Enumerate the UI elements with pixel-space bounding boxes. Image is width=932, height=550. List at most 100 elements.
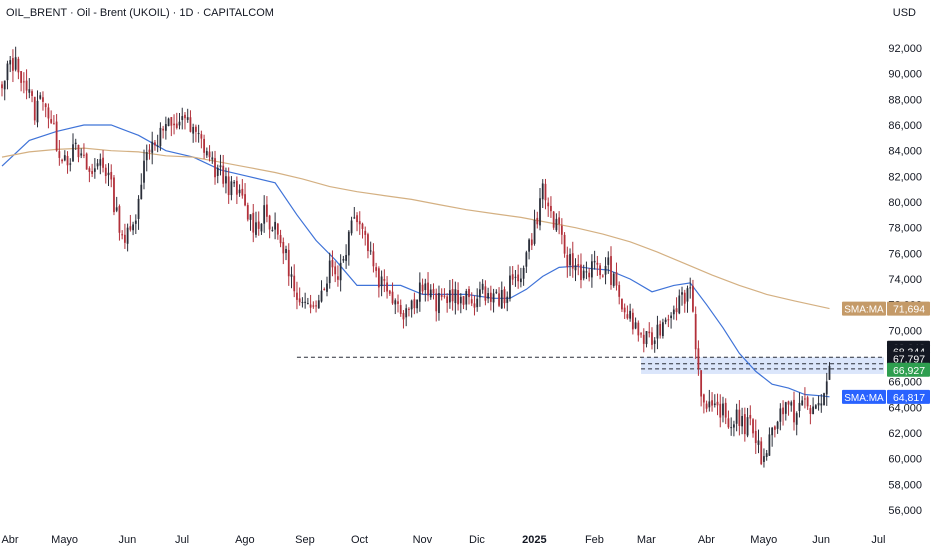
candle-body <box>230 181 233 196</box>
y-tick-label: 92,000 <box>888 43 922 55</box>
candle-body <box>757 440 760 445</box>
candle-body <box>129 226 132 230</box>
candle-body <box>667 319 670 321</box>
candle-body <box>503 289 506 304</box>
badge-value-bg-3 <box>887 351 930 366</box>
zone-rect <box>641 357 884 374</box>
candle-body <box>653 340 656 344</box>
candle-body <box>93 168 96 172</box>
candle-body <box>552 211 555 228</box>
candle-body <box>77 144 80 158</box>
candle-body <box>14 57 17 70</box>
candle-body <box>9 60 12 65</box>
candle-body <box>74 142 77 145</box>
candle-body <box>418 282 421 302</box>
candle-body <box>585 271 588 273</box>
candle-body <box>607 257 610 265</box>
candle-body <box>560 225 563 235</box>
x-tick-label: Nov <box>413 534 433 546</box>
candle-body <box>664 319 667 322</box>
candle-body <box>435 293 438 312</box>
candle-body <box>678 295 681 314</box>
candle-body <box>205 151 208 156</box>
candle-body <box>771 427 774 436</box>
candle-body <box>694 314 697 350</box>
candle-body <box>66 155 69 166</box>
candle-body <box>489 292 492 302</box>
candle-body <box>738 409 741 426</box>
candle-body <box>85 153 88 170</box>
candle-body <box>776 421 779 429</box>
candle-body <box>787 401 790 405</box>
candle-body <box>421 284 424 292</box>
candle-body <box>113 177 115 213</box>
candle-body <box>675 308 678 313</box>
candle-body <box>569 254 571 266</box>
candle-body <box>104 167 107 176</box>
candle-body <box>440 294 443 297</box>
candle-body <box>121 234 124 236</box>
sma-lines <box>1 124 830 398</box>
time-axis[interactable]: Abr Mayo Jun Jul Ago Sep Oct Nov Dic 2025 Feb Mar Ab… <box>1 534 885 546</box>
y-tick-label: 62,000 <box>888 428 922 440</box>
candle-body <box>159 127 162 147</box>
candle-body <box>651 332 653 345</box>
price-zone <box>641 357 884 374</box>
candle-body <box>544 183 547 201</box>
candle-body <box>39 95 42 99</box>
candle-body <box>145 152 148 161</box>
candle-body <box>697 348 700 369</box>
candle-body <box>446 296 449 304</box>
currency-label[interactable]: USD <box>892 7 916 19</box>
candle-body <box>615 272 618 286</box>
y-tick-label: 74,000 <box>888 274 922 286</box>
candle-body <box>408 308 410 310</box>
candle-body <box>618 285 621 297</box>
candle-body <box>372 251 375 267</box>
candle-body <box>451 289 454 302</box>
candle-body <box>506 296 509 303</box>
candle-body <box>285 249 287 253</box>
candle-body <box>702 394 705 403</box>
candle-body <box>645 331 648 345</box>
candle-body <box>339 262 342 281</box>
candle-body <box>443 295 446 297</box>
sma-line-1 <box>1 147 830 310</box>
candle-body <box>12 58 14 71</box>
candle-body <box>20 71 23 83</box>
candle-body <box>656 324 659 339</box>
candle-body <box>271 229 274 231</box>
candle-body <box>550 205 552 212</box>
y-tick-label: 78,000 <box>888 223 922 235</box>
badge-value-bg-5 <box>887 389 930 404</box>
candle-body <box>413 299 416 309</box>
y-tick-label: 66,000 <box>888 377 922 389</box>
candle-body <box>801 400 804 406</box>
candle-body <box>126 227 129 244</box>
badge-value-text-0: 71,694 <box>893 304 925 316</box>
candle-body <box>257 221 260 229</box>
y-tick-label: 84,000 <box>888 146 922 158</box>
y-tick-label: 80,000 <box>888 197 922 209</box>
candle-body <box>454 289 457 304</box>
candle-body <box>255 222 257 235</box>
candle-body <box>719 403 722 418</box>
candle-body <box>331 259 334 268</box>
candle-body <box>536 217 539 225</box>
candle-body <box>397 301 399 304</box>
candle-body <box>211 157 214 160</box>
candle-body <box>541 183 544 200</box>
candle-body <box>566 254 569 268</box>
price-axis[interactable]: 92,000 90,000 88,000 86,000 84,000 82,000 80,0… <box>888 43 922 517</box>
candle-body <box>99 159 102 166</box>
candle-body <box>394 300 397 305</box>
candle-body <box>727 418 730 428</box>
candle-body <box>828 365 831 380</box>
x-tick-label: Mayo <box>750 534 777 546</box>
candle-body <box>473 303 476 308</box>
chart-title: OIL_BRENT · Oil - Brent (UKOIL) · 1D · C… <box>6 7 274 19</box>
candle-body <box>399 305 402 314</box>
candle-body <box>345 254 348 261</box>
candle-body <box>621 298 623 310</box>
